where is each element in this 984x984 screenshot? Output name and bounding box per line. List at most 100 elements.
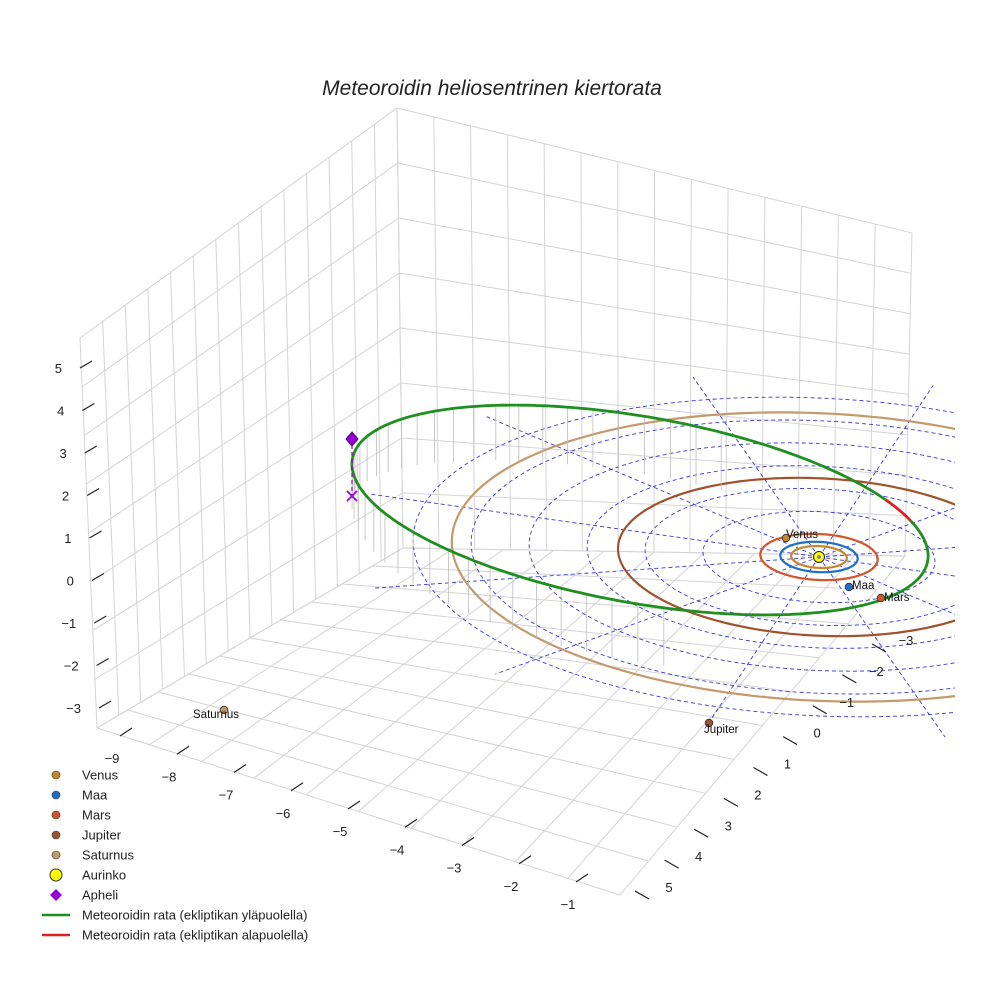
polar-spoke <box>818 507 955 558</box>
x-tick-label: −3 <box>447 861 462 876</box>
planet-maa <box>844 582 854 592</box>
y-tick-label: 2 <box>754 787 761 802</box>
x-tick-mark <box>119 727 133 737</box>
y-tick-label: −2 <box>869 664 884 679</box>
grid-line <box>79 107 398 339</box>
x-tick-mark <box>290 782 304 792</box>
x-tick-label: −4 <box>390 842 405 857</box>
y-tick-label: 1 <box>784 757 791 772</box>
x-tick-label: −2 <box>504 879 519 894</box>
legend-swatch <box>51 770 61 780</box>
planet-jupiter <box>704 718 714 728</box>
y-tick-label: −1 <box>839 695 854 710</box>
orbit-jupiter <box>616 476 955 638</box>
legend-entry: Apheli <box>50 888 118 903</box>
grid-line <box>399 327 909 395</box>
grid-line <box>188 673 706 794</box>
grid-line <box>92 437 402 631</box>
polar-spoke <box>704 556 820 729</box>
legend-label: Jupiter <box>82 828 122 843</box>
z-tick-label: 4 <box>57 404 64 419</box>
z-axis: 5 4 3 2 1 0 −1 −2 −3 <box>55 360 112 716</box>
legend-swatch <box>51 810 61 820</box>
x-tick-label: −9 <box>105 751 120 766</box>
grid-line <box>399 272 910 355</box>
legend-entry: Meteoroidin rata (ekliptikan yläpuolella… <box>42 908 307 923</box>
y-tick-mark <box>753 766 768 777</box>
z-tick-label: 0 <box>67 574 74 589</box>
orbit-maa <box>779 540 859 574</box>
aphelion-marker <box>345 431 359 447</box>
z-tick-mark <box>82 402 95 412</box>
grid-line <box>219 655 735 760</box>
axes-grid <box>79 107 913 896</box>
y-axis: −3 −2 −1 0 1 2 3 4 5 <box>634 633 913 900</box>
z-tick-mark <box>93 615 107 624</box>
legend-label: Meteoroidin rata (ekliptikan alapuolella… <box>82 928 308 943</box>
legend-entry: Aurinko <box>49 868 126 883</box>
y-tick-mark <box>812 705 828 715</box>
orbit-above-ecliptic <box>350 403 930 617</box>
grid-line <box>127 709 649 862</box>
legend-label: Saturnus <box>82 848 135 863</box>
y-tick-mark <box>634 890 650 900</box>
legend-swatch <box>49 868 63 882</box>
x-tick-label: −5 <box>333 824 348 839</box>
planet-mars <box>876 593 886 603</box>
z-tick-mark <box>91 572 105 582</box>
grid-line <box>341 583 849 625</box>
polar-spoke <box>495 556 820 675</box>
grid-line <box>372 565 877 591</box>
legend-label: Maa <box>82 788 108 803</box>
z-tick-mark <box>79 360 93 369</box>
x-tick-label: −8 <box>162 769 177 784</box>
orbit-saturnus <box>450 411 955 703</box>
legend-swatch <box>51 850 61 860</box>
z-tick-label: 5 <box>55 361 62 376</box>
legend-swatch <box>51 830 61 840</box>
z-tick-mark <box>98 700 112 709</box>
planet-label-maa: Maa <box>852 580 875 592</box>
planet-orbits <box>450 411 955 703</box>
planet-label-saturnus: Saturnus <box>193 709 239 721</box>
polar-ring <box>586 465 955 649</box>
z-tick-label: −2 <box>64 659 79 674</box>
grid-line <box>249 637 763 726</box>
aphelion-projection-marker <box>346 490 358 502</box>
polar-spoke <box>692 376 820 558</box>
drop-lines <box>351 405 722 666</box>
chart-title: Meteoroidin heliosentrinen kiertorata <box>322 77 662 100</box>
y-tick-mark <box>664 859 679 869</box>
legend-entry: Jupiter <box>51 828 122 843</box>
y-tick-mark <box>782 736 798 746</box>
ecliptic-polar-grid <box>369 376 955 738</box>
grid-line <box>158 691 678 828</box>
grid-line <box>94 492 403 680</box>
legend-label: Mars <box>82 808 111 823</box>
z-tick-mark <box>86 487 100 497</box>
polar-spoke <box>818 556 946 738</box>
legend-entry: Venus <box>51 768 119 783</box>
x-tick-mark <box>347 800 361 810</box>
legend-label: Venus <box>82 768 119 783</box>
y-tick-mark <box>723 797 739 807</box>
y-tick-label: 4 <box>695 849 702 864</box>
legend-label: Aurinko <box>82 868 126 883</box>
x-tick-mark <box>461 837 475 846</box>
grid-line <box>88 327 401 534</box>
polar-spoke <box>369 493 820 558</box>
legend-label: Meteoroidin rata (ekliptikan yläpuolella… <box>82 908 307 923</box>
grid-line <box>83 217 399 436</box>
polar-spoke <box>818 385 934 558</box>
y-tick-label: 5 <box>665 880 672 895</box>
meteoroid-orbit <box>345 403 930 666</box>
legend-entry: Saturnus <box>51 848 135 863</box>
grid-line <box>397 162 912 274</box>
grid-line <box>401 437 907 476</box>
y-tick-mark <box>871 643 887 653</box>
y-tick-label: 0 <box>814 726 821 741</box>
x-tick-mark <box>233 764 247 773</box>
legend-swatch <box>51 790 61 800</box>
y-tick-mark <box>842 674 857 684</box>
